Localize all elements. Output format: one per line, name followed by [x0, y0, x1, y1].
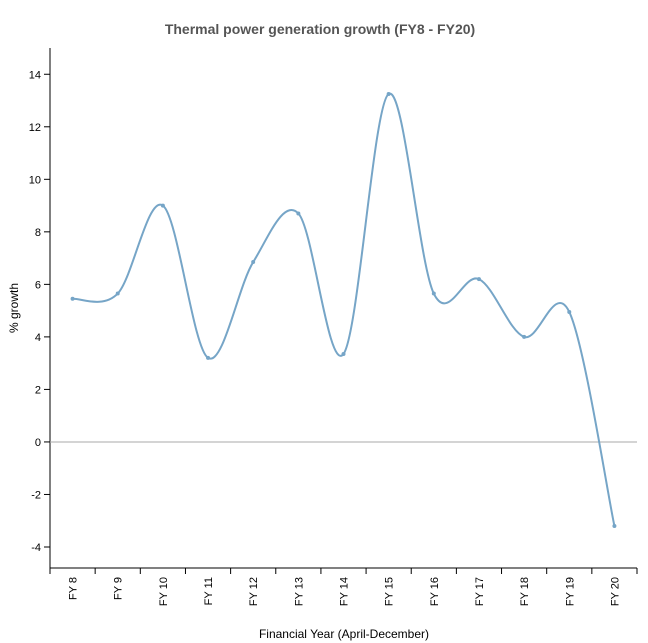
- y-axis-label: % growth: [7, 283, 21, 333]
- x-tick-label: FY 9: [113, 577, 125, 600]
- x-axis: FY 8 FY 9 FY 10 FY 11 FY 12 FY 13 FY 14 FY 15 FY…: [49, 567, 638, 606]
- y-tick-label: 2: [35, 384, 41, 396]
- data-point-fy-8[interactable]: [70, 296, 75, 301]
- chart-title: Thermal power generation growth (FY8 - F…: [165, 21, 475, 37]
- series-growth: [70, 91, 617, 528]
- y-tick-label: 6: [35, 279, 41, 291]
- series-line: [72, 92, 616, 527]
- x-tick-label: FY 19: [564, 577, 576, 606]
- x-tick-label: FY 14: [339, 577, 351, 606]
- y-tick-label: 0: [35, 437, 41, 449]
- y-axis: -4 -2 0 2 4 6 8 10 12 14: [29, 48, 51, 568]
- y-tick-label: 4: [35, 332, 41, 344]
- y-tick-label: 8: [35, 227, 41, 239]
- data-point-fy-20[interactable]: [612, 523, 617, 528]
- data-point-fy-17[interactable]: [476, 277, 481, 282]
- x-tick-label: FY 8: [68, 577, 80, 600]
- data-point-fy-9[interactable]: [115, 291, 120, 296]
- x-tick-label: FY 18: [519, 577, 531, 606]
- x-axis-label: Financial Year (April-December): [259, 627, 429, 641]
- data-point-fy-11[interactable]: [206, 355, 211, 360]
- data-point-fy-13[interactable]: [296, 211, 301, 216]
- y-tick-label: -2: [31, 489, 41, 501]
- x-tick-label: FY 20: [609, 577, 621, 606]
- x-tick-label: FY 11: [203, 577, 215, 605]
- x-tick-label: FY 13: [293, 577, 305, 606]
- data-point-fy-12[interactable]: [251, 260, 256, 265]
- data-point-fy-19[interactable]: [567, 309, 572, 314]
- data-point-fy-18[interactable]: [522, 334, 527, 339]
- y-tick-label: 14: [29, 69, 41, 81]
- y-tick-label: 12: [29, 122, 41, 134]
- x-tick-label: FY 12: [248, 577, 260, 606]
- x-tick-label: FY 15: [384, 577, 396, 606]
- x-tick-label: FY 10: [158, 577, 170, 606]
- x-tick-label: FY 17: [474, 577, 486, 606]
- y-tick-label: 10: [29, 174, 41, 186]
- data-point-fy-16[interactable]: [431, 291, 436, 296]
- data-point-fy-14[interactable]: [341, 351, 346, 356]
- data-point-fy-15[interactable]: [386, 91, 391, 96]
- y-tick-label: -4: [31, 542, 41, 554]
- data-point-fy-10[interactable]: [160, 203, 165, 208]
- x-tick-label: FY 16: [429, 577, 441, 606]
